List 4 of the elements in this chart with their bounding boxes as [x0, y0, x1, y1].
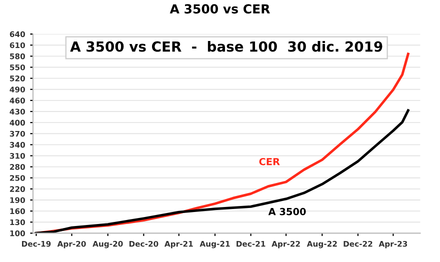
series-label: CER — [259, 158, 280, 166]
chart-subtitle: A 3500 vs CER - base 100 30 dic. 2019 — [70, 41, 382, 52]
chart-title: A 3500 vs CER — [170, 4, 270, 14]
series-label: A 3500 — [268, 208, 306, 216]
